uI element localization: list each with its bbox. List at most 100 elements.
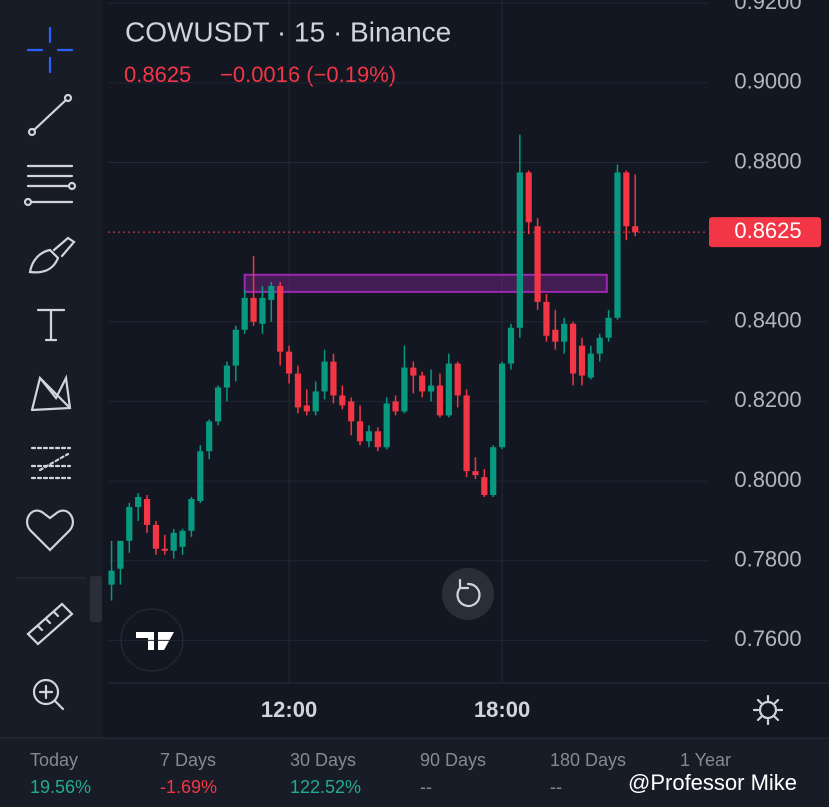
candle-body [312,391,319,412]
candle-body [472,471,479,476]
period-label[interactable]: Today [30,750,78,770]
period-value: -- [420,777,432,797]
y-tick-label: 0.7600 [734,626,801,651]
y-tick-label: 0.7800 [734,547,801,572]
candle-body [623,172,630,227]
period-label[interactable]: 1 Year [680,750,731,770]
y-tick-label: 0.8800 [734,148,801,173]
y-tick-label: 0.9200 [734,0,801,14]
candle-body [356,421,364,442]
fib-tool[interactable] [23,164,77,207]
period-label[interactable]: 30 Days [290,750,356,770]
period-label[interactable]: 180 Days [550,750,626,770]
candle-body [285,351,293,374]
x-tick-label: 18:00 [474,697,530,722]
candle-body [259,297,266,324]
candle-body [135,497,142,507]
candle-body [348,401,355,422]
candle-body [277,285,284,352]
candle-body [179,530,186,547]
candle-body [223,365,231,388]
price-zone [243,273,608,293]
crosshair-tool[interactable] [26,26,74,74]
candle-body [507,327,515,364]
candle-body [241,297,248,330]
candle-body [126,506,133,541]
candle-body [516,172,523,328]
candle-body [392,401,399,412]
text-tool[interactable] [36,308,66,342]
y-tick-label: 0.8200 [734,387,801,412]
collapse-button[interactable] [90,576,102,622]
candle-body [303,405,310,412]
candle-body [161,548,168,551]
candle-body [632,226,639,233]
candle-body [108,570,115,585]
candle-body [534,226,541,302]
favorites-tool[interactable] [26,509,74,552]
pattern-tool[interactable] [30,374,72,412]
prediction-tool[interactable] [30,446,72,480]
candle-body [552,329,559,342]
candle-body [206,421,213,452]
candle-body [525,172,532,223]
candle-body [197,451,204,501]
candle-body [339,395,346,406]
plot-area [108,0,708,683]
candle-body [250,297,257,322]
candle-body [498,363,506,448]
candle-body [152,524,160,549]
candle-body [117,540,124,569]
y-tick-label: 0.8000 [734,467,801,492]
period-label[interactable]: 90 Days [420,750,486,770]
candle-body [374,431,381,448]
tv-logo-mark [136,632,174,650]
last-price-box [709,217,821,248]
last-price-label: 0.8625 [734,218,801,243]
toolbar [0,0,102,738]
candle-body [463,395,470,472]
candle-body [143,499,151,525]
brush-tool[interactable] [28,236,76,274]
candle-body [383,403,390,448]
candle-body [490,447,497,496]
period-value: -- [550,777,562,797]
candle-body [596,337,603,354]
settings-icon[interactable] [752,694,784,726]
candle-body [543,301,550,336]
y-tick-label: 0.9000 [734,69,801,94]
period-bar [0,738,829,807]
candle-body [587,353,594,378]
reset-button[interactable] [442,568,494,620]
watermark: @Professor Mike [628,770,797,795]
candle-body [454,363,461,396]
candle-body [436,385,444,416]
candle-body [445,363,452,416]
period-value: 19.56% [30,777,91,797]
candle-body [268,285,275,300]
candle-body [330,361,337,396]
ruler-tool[interactable] [26,602,74,646]
symbol-title: COWUSDT · 15 · Binance [125,16,451,47]
period-value: 122.52% [290,777,361,797]
candle-body [578,345,586,376]
candle-body [419,375,426,392]
y-tick-label: 0.8400 [734,308,801,333]
x-tick-label: 12:00 [261,697,317,722]
candle-body [481,477,488,496]
candle-body [401,367,408,412]
candle-body [561,323,568,342]
candle-body [232,329,239,366]
candle-body [569,323,577,374]
zoom-tool[interactable] [32,678,65,711]
reset-icon [456,578,481,608]
candle-body [214,387,222,422]
candle-body [410,367,417,376]
trendline-tool[interactable] [27,93,73,137]
period-value: -1.69% [160,777,217,797]
candle-body [170,532,177,551]
period-label[interactable]: 7 Days [160,750,216,770]
candle-body [321,361,328,392]
